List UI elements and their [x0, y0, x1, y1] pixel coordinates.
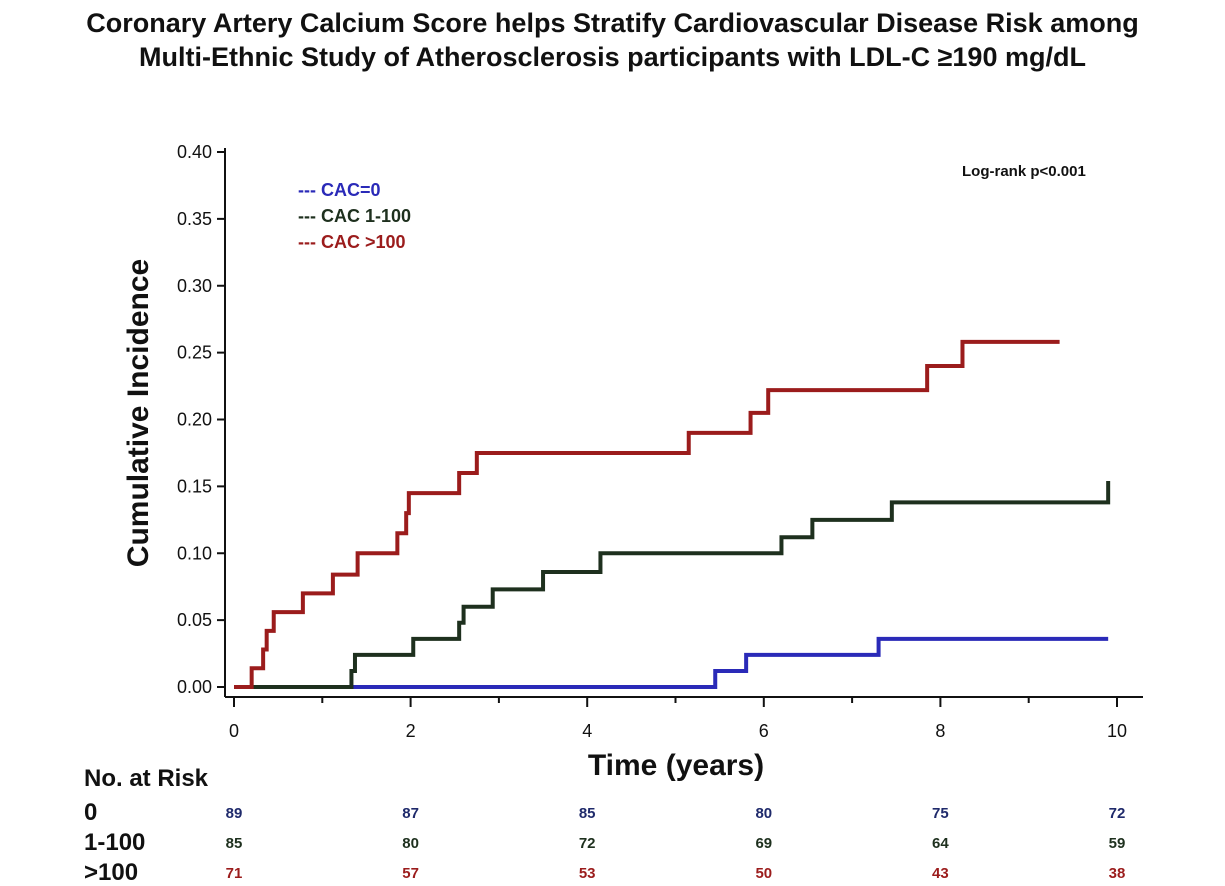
y-tick-label: 0.00	[177, 677, 212, 697]
y-tick-label: 0.05	[177, 610, 212, 630]
risk-value: 85	[226, 835, 243, 852]
risk-value: 72	[1109, 805, 1126, 822]
risk-value: 75	[932, 805, 949, 822]
risk-value: 87	[402, 805, 419, 822]
series-layer	[234, 339, 1111, 689]
risk-value: 80	[755, 805, 772, 822]
chart-title: Coronary Artery Calcium Score helps Stra…	[0, 6, 1225, 74]
risk-value: 59	[1109, 835, 1126, 852]
risk-value: 50	[755, 865, 772, 882]
axes: 0.00 0.05 0.10 0.15 0.20 0.25 0.30 0.35 0.40 0 2 4 6…	[177, 142, 1143, 741]
series-line-cac-100	[234, 339, 1060, 689]
log-rank-annotation: Log-rank p<0.001	[962, 163, 1086, 180]
legend-entry: --- CAC 1-100	[298, 206, 411, 226]
risk-value: 69	[755, 835, 772, 852]
x-tick-label: 6	[759, 721, 769, 741]
risk-value: 71	[226, 865, 243, 882]
x-tick-label: 10	[1107, 721, 1127, 741]
legend-entry: --- CAC=0	[298, 180, 381, 200]
y-tick-label: 0.30	[177, 276, 212, 296]
risk-value: 80	[402, 835, 419, 852]
risk-row-label: 1-100	[84, 829, 145, 856]
legend: --- CAC=0 --- CAC 1-100 --- CAC >100	[298, 180, 411, 252]
risk-value: 89	[226, 805, 243, 822]
risk-table: No. at Risk 0 89 87 85 80 75 72 1-100 85 80 72 69 64 5…	[84, 765, 1125, 886]
y-tick-label: 0.40	[177, 142, 212, 162]
risk-row-label: 0	[84, 799, 97, 826]
risk-value: 43	[932, 865, 949, 882]
x-tick-label: 0	[229, 721, 239, 741]
series-line-cac-1-100	[234, 481, 1111, 689]
x-tick-label: 4	[582, 721, 592, 741]
x-tick-label: 8	[935, 721, 945, 741]
risk-value: 38	[1109, 865, 1126, 882]
legend-entry: --- CAC >100	[298, 232, 406, 252]
y-tick-label: 0.25	[177, 343, 212, 363]
x-axis-title: Time (years)	[588, 749, 764, 782]
title-line-1: Coronary Artery Calcium Score helps Stra…	[86, 8, 1139, 38]
risk-value: 53	[579, 865, 596, 882]
y-tick-label: 0.20	[177, 410, 212, 430]
risk-row-label: >100	[84, 859, 138, 886]
risk-value: 72	[579, 835, 596, 852]
risk-value: 57	[402, 865, 419, 882]
y-tick-label: 0.35	[177, 209, 212, 229]
y-tick-label: 0.15	[177, 476, 212, 496]
y-axis-title: Cumulative Incidence	[122, 259, 155, 567]
x-tick-label: 2	[406, 721, 416, 741]
series-line-cac-0	[234, 636, 1109, 689]
risk-value: 85	[579, 805, 596, 822]
title-line-2: Multi-Ethnic Study of Atherosclerosis pa…	[139, 42, 1086, 72]
risk-table-header: No. at Risk	[84, 765, 209, 792]
y-tick-label: 0.10	[177, 543, 212, 563]
risk-value: 64	[932, 835, 949, 852]
